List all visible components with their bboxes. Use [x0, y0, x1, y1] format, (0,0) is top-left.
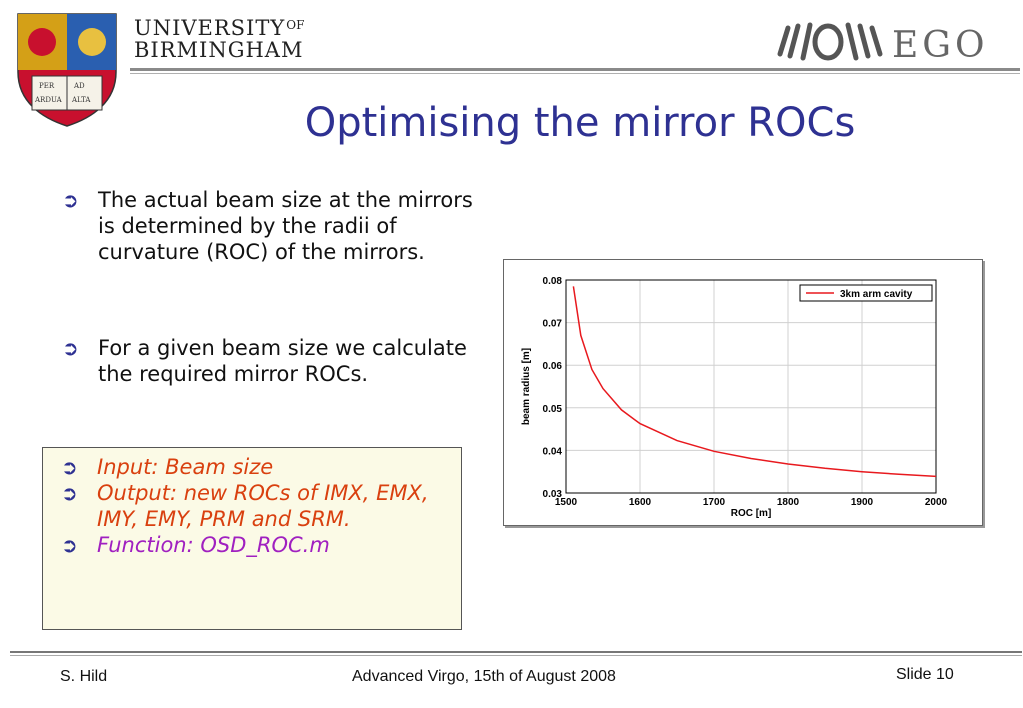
x-tick-label: 1600 [629, 497, 652, 508]
arrow-bullet-icon: ➲ [61, 481, 78, 505]
info-box: ➲ Input: Beam size ➲ Output: new ROCs of… [42, 447, 462, 630]
y-tick-label: 0.06 [543, 361, 563, 372]
legend-label: 3km arm cavity [840, 289, 913, 300]
bullet-item: ➲ For a given beam size we calculate the… [62, 335, 482, 387]
bullet-item: ➲ The actual beam size at the mirrors is… [62, 187, 482, 265]
svg-text:ARDUA: ARDUA [34, 96, 63, 104]
series-line [572, 286, 937, 478]
header-rule [130, 68, 1020, 71]
x-tick-label: 1900 [851, 497, 874, 508]
ego-logo: EGO [777, 22, 989, 66]
x-tick-label: 1700 [703, 497, 726, 508]
beam-radius-chart: 1500 1600 1700 1800 1900 2000 0.03 0.04 0.05 0.06… [503, 259, 983, 526]
x-tick-label: 1800 [777, 497, 800, 508]
x-tick-label: 1500 [555, 497, 578, 508]
box-item-input: ➲ Input: Beam size [43, 454, 443, 480]
bullet-list-2: ➲ For a given beam size we calculate the… [62, 335, 482, 387]
box-item-function: ➲ Function: OSD_ROC.m [43, 532, 443, 558]
chart-svg: 1500 1600 1700 1800 1900 2000 0.03 0.04 0.05 0.06… [521, 276, 948, 519]
university-crest-logo: PER AD ARDUA ALTA [17, 13, 117, 127]
bullet-text: For a given beam size we calculate the r… [98, 336, 467, 386]
footer-event: Advanced Virgo, 15th of August 2008 [352, 668, 616, 685]
x-axis-label: ROC [m] [731, 508, 772, 519]
university-line1: UNIVERSITY [134, 16, 286, 40]
university-line2: BIRMINGHAM [134, 38, 304, 62]
box-item-text: Output: new ROCs of IMX, EMX, IMY, EMY, … [97, 481, 429, 531]
y-axis-label: beam radius [m] [521, 348, 532, 425]
box-item-text: Input: Beam size [97, 455, 274, 479]
university-wordmark: UNIVERSITYOF BIRMINGHAM [134, 14, 304, 61]
slide-title: Optimising the mirror ROCs [304, 100, 856, 146]
svg-text:AD: AD [73, 82, 85, 90]
legend-box [799, 284, 933, 302]
y-tick-label: 0.07 [543, 319, 563, 330]
y-tick-label: 0.05 [543, 404, 563, 415]
box-item-output: ➲ Output: new ROCs of IMX, EMX, IMY, EMY… [43, 480, 443, 532]
arrow-bullet-icon: ➲ [62, 336, 79, 360]
y-tick-label: 0.03 [543, 489, 563, 500]
y-tick-label: 0.04 [543, 446, 563, 457]
arrow-bullet-icon: ➲ [61, 533, 78, 557]
svg-text:PER: PER [39, 82, 55, 90]
footer-author: S. Hild [60, 668, 108, 685]
svg-text:ALTA: ALTA [71, 96, 91, 104]
header-rule-thin [130, 73, 1020, 74]
university-of: OF [286, 18, 305, 32]
svg-text:EGO: EGO [892, 25, 989, 66]
footer-rule [10, 651, 1022, 653]
y-tick-label: 0.08 [543, 276, 563, 287]
arrow-bullet-icon: ➲ [61, 455, 78, 479]
box-item-text: Function: OSD_ROC.m [97, 533, 330, 557]
plot-frame [565, 279, 937, 494]
arrow-bullet-icon: ➲ [62, 188, 79, 212]
x-tick-label: 2000 [925, 497, 948, 508]
bullet-text: The actual beam size at the mirrors is d… [98, 188, 473, 264]
footer-rule-thin [10, 655, 1022, 656]
bullet-list-1: ➲ The actual beam size at the mirrors is… [62, 187, 482, 265]
footer-slide-number: Slide 10 [896, 666, 954, 683]
